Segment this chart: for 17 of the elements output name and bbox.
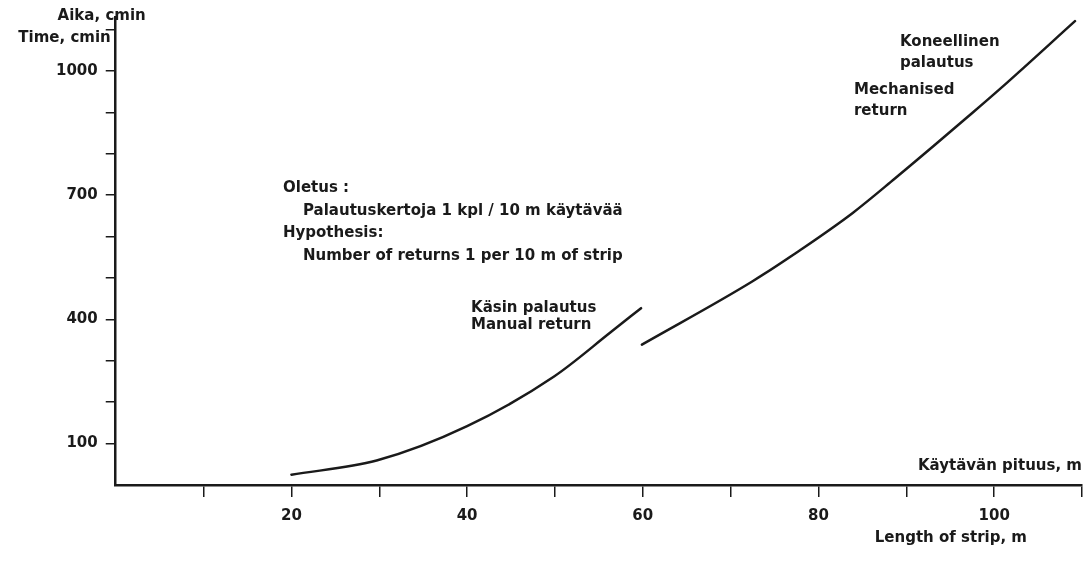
x-tick-label: 100 — [978, 505, 1010, 524]
x-tick-label: 20 — [280, 505, 302, 524]
text: Time, cmin — [18, 28, 111, 46]
y-tick-label: 100 — [66, 433, 98, 452]
line-series — [640, 19, 1077, 346]
y-tick-label: 700 — [66, 184, 98, 203]
series-label: Koneellinen palautus Mechanised return — [853, 32, 1000, 120]
y-axis-title: Aika, cmin — [57, 6, 146, 24]
x-tick-label: 80 — [808, 505, 829, 524]
y-tick-label: 400 — [66, 309, 98, 328]
x-tick-label: 40 — [456, 505, 478, 524]
annotation: Oletus : Palautuskertoja 1 kpl / 10 m käytävää Hypothesis: Number of returns 1 per 10 m of strip — [283, 178, 623, 264]
series-label: Käsin palautus Manual return — [471, 298, 597, 334]
x-axis-title: Käytävän pituus, m — [917, 456, 1082, 474]
y-tick-label: 1000 — [56, 60, 98, 79]
text: Length of strip, m — [874, 528, 1027, 546]
x-tick-label: 60 — [632, 505, 654, 524]
